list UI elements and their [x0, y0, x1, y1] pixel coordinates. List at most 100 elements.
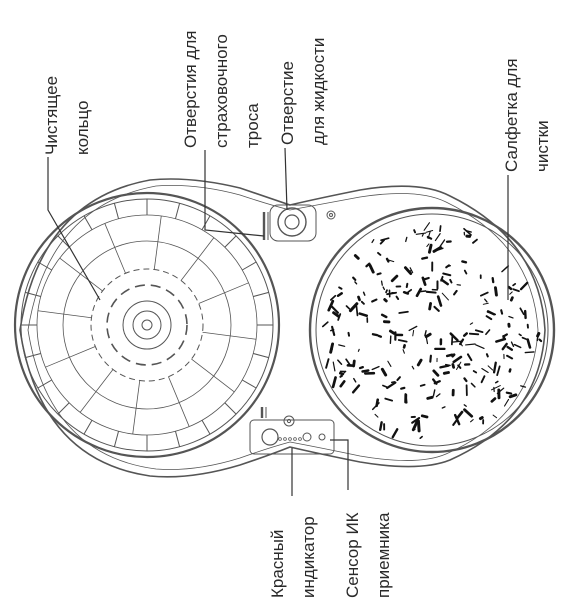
wipe-speckle	[376, 272, 382, 276]
wipe-speckle	[434, 233, 441, 242]
wipe-speckle	[463, 377, 468, 383]
outer-spoke	[37, 261, 52, 271]
wipe-texture	[321, 222, 543, 439]
wipe-speckle	[466, 353, 473, 362]
outer-spoke	[253, 352, 269, 359]
wipe-speckle	[361, 369, 370, 373]
wipe-speckle	[362, 291, 366, 296]
wipe-speckle	[513, 343, 522, 349]
wipe-speckle	[357, 348, 360, 352]
indicator-dot	[283, 437, 287, 441]
inner-spoke	[59, 257, 103, 292]
wipe-speckle	[453, 413, 461, 426]
wipe-speckle	[485, 329, 491, 336]
wipe-speckle	[395, 295, 400, 300]
wipe-speckle	[463, 408, 474, 418]
wipe-speckle	[358, 365, 365, 370]
wipe-speckle	[415, 232, 427, 235]
wipe-speckle	[501, 342, 508, 351]
wipe-speckle	[347, 331, 351, 337]
inner-spoke	[132, 380, 141, 435]
wipe-speckle	[411, 416, 421, 424]
wipe-speckle	[445, 264, 451, 268]
wipe-speckle	[506, 354, 514, 360]
wipe-speckle	[385, 289, 388, 294]
wipe-speckle	[353, 377, 357, 383]
wipe-speckle	[419, 383, 426, 387]
wipe-speckle	[435, 393, 441, 398]
wipe-speckle	[426, 243, 430, 248]
wipe-speckle	[520, 385, 527, 388]
wipe-speckle	[500, 309, 504, 315]
wipe-speckle	[496, 387, 505, 395]
wipe-speckle	[329, 294, 337, 301]
wipe-speckle	[329, 328, 335, 332]
wipe-speckle	[336, 292, 343, 297]
wipe-speckle	[428, 302, 432, 311]
wipe-speckle	[509, 291, 513, 295]
wipe-speckle	[339, 371, 345, 376]
label-ir-sensor-line1: Сенсор ИК	[343, 512, 362, 598]
wipe-speckle	[481, 367, 489, 374]
wipe-speckle	[421, 256, 429, 260]
wipe-speckle	[494, 380, 499, 384]
wipe-speckle	[442, 371, 450, 375]
wipe-speckle	[416, 419, 421, 433]
wipe-speckle	[445, 353, 454, 358]
wipe-speckle	[490, 397, 497, 403]
outer-spoke	[25, 291, 41, 298]
outer-spoke	[242, 261, 257, 271]
label-safety-holes-line1: Отверстия для	[181, 30, 200, 148]
wipe-speckle	[374, 413, 379, 418]
wipe-speckle	[508, 393, 518, 399]
wipe-speckle	[411, 365, 415, 370]
wipe-speckle	[360, 300, 365, 305]
label-wipe-line1: Салфетка для	[502, 58, 521, 172]
wipe-speckle	[332, 361, 336, 372]
wipe-speckle	[452, 355, 463, 364]
wipe-speckle	[425, 290, 437, 294]
wipe-speckle	[339, 380, 346, 388]
wipe-speckle	[504, 398, 510, 407]
wipe-speckle	[380, 367, 388, 377]
wipe-speckle	[402, 344, 406, 349]
wipe-speckle	[379, 421, 383, 432]
wipe-speckle	[416, 358, 423, 367]
wipe-speckle	[379, 239, 385, 245]
wipe-speckle	[484, 298, 488, 303]
wipe-speckle	[463, 404, 467, 407]
wipe-speckle	[485, 315, 493, 321]
outer-spoke	[57, 235, 70, 248]
label-cleaning-ring-line1: Чистящее	[42, 76, 61, 155]
wipe-speckle	[352, 359, 356, 368]
wipe-speckle	[339, 375, 343, 378]
wipe-speckle	[357, 295, 361, 302]
wipe-speckle	[456, 361, 462, 371]
outer-spoke	[242, 379, 257, 389]
wipe-speckle	[409, 267, 414, 274]
wipe-speckle	[459, 342, 463, 347]
wipe-speckle	[331, 376, 337, 389]
inner-spoke	[191, 358, 235, 393]
wipe-speckle	[338, 344, 346, 347]
wipe-speckle	[358, 312, 369, 317]
wipe-speckle	[330, 305, 340, 314]
wipe-speckle	[391, 381, 396, 384]
leader-ir-sensor	[330, 439, 349, 490]
wipe-speckle	[325, 358, 330, 369]
wipe-speckle	[492, 414, 498, 419]
wipe-speckle	[479, 291, 489, 297]
label-cleaning-ring-line2: кольцо	[73, 101, 92, 156]
wipe-speckle	[538, 338, 543, 343]
leader-liquid-hole	[284, 147, 288, 211]
wipe-speckle	[351, 384, 361, 394]
wipe-speckle	[487, 365, 494, 371]
wipe-speckle	[524, 351, 535, 354]
wipe-speckle	[375, 398, 380, 408]
wipe-speckle	[491, 385, 501, 391]
labels: Чистящее кольцо Отверстия для страховочн…	[42, 30, 552, 598]
inner-spoke	[104, 223, 126, 274]
wipe-speckle	[439, 364, 450, 369]
wipe-speckle	[510, 341, 515, 347]
